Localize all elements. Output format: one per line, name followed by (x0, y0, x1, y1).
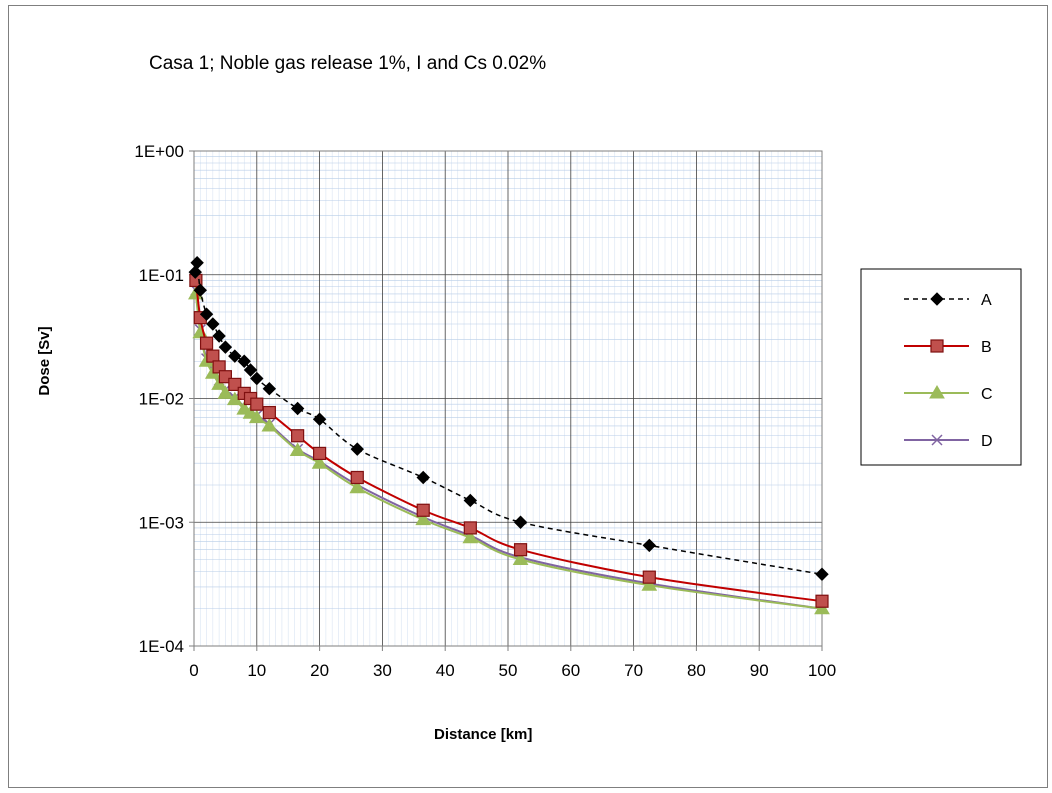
legend-label: D (981, 433, 993, 450)
data-point (513, 543, 528, 557)
x-axis: 0 10 20 30 40 50 60 70 80 90 100 (189, 646, 836, 680)
x-tick-label: 90 (750, 661, 769, 680)
data-point (290, 401, 305, 416)
data-point (248, 409, 265, 424)
data-point (261, 417, 278, 432)
series-B (189, 273, 829, 608)
y-axis-title: Dose [Sv] (36, 326, 53, 395)
x-tick-label: 10 (247, 661, 266, 680)
x-tick-label: 40 (436, 661, 455, 680)
data-point (199, 307, 214, 321)
data-point (416, 470, 430, 485)
data-point (930, 292, 944, 306)
y-tick-label: 1E-01 (139, 266, 184, 285)
data-point (350, 470, 364, 485)
data-point (929, 385, 945, 399)
data-point (228, 349, 242, 363)
data-point (199, 336, 214, 350)
data-point-stroke (931, 434, 943, 446)
legend-label: A (981, 292, 992, 309)
legend-label: B (981, 339, 992, 356)
line-chart: Casa 1; Noble gas release 1%, I and Cs 0… (36, 53, 1022, 743)
x-tick-label: 80 (687, 661, 706, 680)
data-point (463, 493, 478, 508)
data-point (416, 503, 430, 517)
data-point (641, 577, 658, 591)
data-point (237, 354, 251, 368)
data-point (193, 283, 207, 297)
x-tick-label: 0 (189, 661, 198, 680)
y-tick-label: 1E+00 (134, 142, 184, 161)
chart-title: Casa 1; Noble gas release 1%, I and Cs 0… (149, 53, 546, 74)
data-point (462, 529, 479, 544)
data-point (289, 442, 306, 457)
data-point (217, 385, 234, 399)
x-tick-label: 50 (499, 661, 518, 680)
x-tick-label: 20 (310, 661, 329, 680)
data-point (190, 256, 204, 270)
y-tick-label: 1E-03 (139, 513, 184, 532)
series-C (188, 285, 830, 615)
legend-item-A: A (904, 292, 992, 309)
data-point (250, 397, 264, 411)
data-point (206, 317, 220, 331)
data-point (218, 340, 233, 354)
data-point (188, 265, 202, 279)
data-point (512, 551, 529, 566)
data-point (243, 363, 258, 377)
series-D (190, 284, 828, 615)
x-tick-label: 60 (561, 661, 580, 680)
data-point (513, 515, 528, 529)
legend-item-C: C (904, 385, 993, 403)
chart-area: Casa 1; Noble gas release 1%, I and Cs 0… (8, 5, 1048, 788)
x-tick-label: 100 (808, 661, 836, 680)
data-point (930, 339, 944, 353)
legend: A B C D (860, 268, 1022, 466)
data-point (262, 381, 277, 396)
data-point (262, 405, 276, 420)
data-point (415, 511, 432, 526)
series-A (188, 256, 829, 581)
data-point (312, 412, 327, 426)
data-point (349, 479, 366, 494)
legend-label: C (981, 386, 993, 403)
data-point (815, 567, 829, 581)
x-axis-title: Distance [km] (434, 726, 532, 743)
data-point (350, 442, 364, 456)
data-point (291, 429, 305, 443)
y-tick-label: 1E-02 (139, 390, 184, 409)
data-point (211, 376, 227, 390)
legend-item-B: B (904, 339, 992, 356)
data-point (463, 521, 477, 535)
y-axis: 1E-04 1E-03 1E-02 1E-01 1E+00 (134, 142, 194, 656)
legend-item-D: D (904, 433, 993, 450)
data-point (250, 371, 264, 386)
data-point (642, 570, 656, 584)
y-tick-label: 1E-04 (139, 637, 184, 656)
x-tick-label: 30 (373, 661, 392, 680)
plot-grid (194, 151, 822, 646)
data-point (815, 594, 829, 608)
data-point (313, 446, 327, 461)
data-point (311, 455, 328, 469)
data-point (931, 434, 943, 446)
series-layer (188, 256, 830, 615)
data-point (212, 329, 226, 343)
x-tick-label: 70 (624, 661, 643, 680)
data-point (642, 538, 657, 553)
